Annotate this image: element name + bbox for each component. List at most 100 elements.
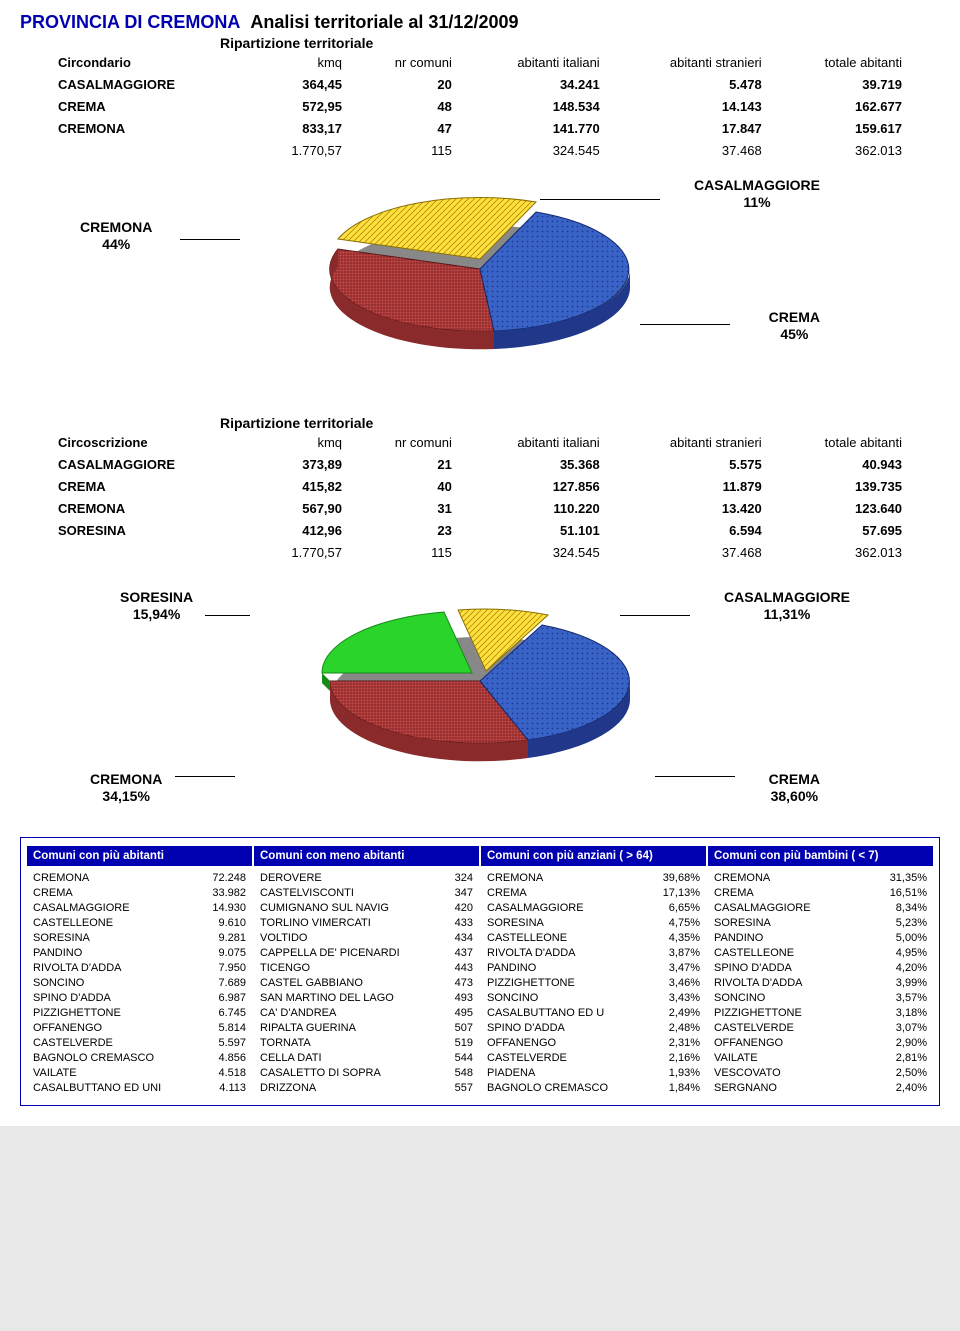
pie-chart-circoscrizione: SORESINA 15,94% CASALMAGGIORE 11,31% CRE… xyxy=(20,571,940,821)
list-item: CASTELLEONE4,35% xyxy=(481,930,706,945)
section1-heading: Ripartizione territoriale xyxy=(220,35,940,51)
list-item: PIZZIGHETTONE6.745 xyxy=(27,1005,252,1020)
list-item: CUMIGNANO SUL NAVIG420 xyxy=(254,900,479,915)
list-item: SAN MARTINO DEL LAGO493 xyxy=(254,990,479,1005)
table-row: CREMA415,8240127.85611.879139.735 xyxy=(50,475,910,497)
list-item: CAPPELLA DE' PICENARDI437 xyxy=(254,945,479,960)
list-item: CREMONA72.248 xyxy=(27,870,252,885)
list-item: RIVOLTA D'ADDA3,87% xyxy=(481,945,706,960)
list-item: SPINO D'ADDA6.987 xyxy=(27,990,252,1005)
list-item: CREMONA39,68% xyxy=(481,870,706,885)
list-item: CASALMAGGIORE6,65% xyxy=(481,900,706,915)
list-item: BAGNOLO CREMASCO4.856 xyxy=(27,1050,252,1065)
list-item: VAILATE4.518 xyxy=(27,1065,252,1080)
list-head-3: Comuni con più anziani ( > 64) xyxy=(481,846,706,866)
table-total-row: 1.770,57115324.54537.468362.013 xyxy=(50,139,910,161)
list-item: CREMA33.982 xyxy=(27,885,252,900)
table-row: SORESINA412,962351.1016.59457.695 xyxy=(50,519,910,541)
chart1-crema-label: CREMA xyxy=(769,309,820,326)
list-item: PIADENA1,93% xyxy=(481,1065,706,1080)
list-item: CELLA DATI544 xyxy=(254,1050,479,1065)
list-item: DRIZZONA557 xyxy=(254,1080,479,1095)
list-item: DEROVERE324 xyxy=(254,870,479,885)
table-total-row: 1.770,57115324.54537.468362.013 xyxy=(50,541,910,563)
list-item: CASTELVERDE3,07% xyxy=(708,1020,933,1035)
list-item: PIZZIGHETTONE3,18% xyxy=(708,1005,933,1020)
list-item: CASTELVERDE2,16% xyxy=(481,1050,706,1065)
chart2-soresina-pct: 15,94% xyxy=(120,606,193,623)
list-item: TORNATA519 xyxy=(254,1035,479,1050)
pie-chart-circondario: CREMONA 44% CASALMAGGIORE 11% CREMA 45% xyxy=(20,169,940,399)
list-item: CASALETTO DI SOPRA548 xyxy=(254,1065,479,1080)
chart1-cremona-label: CREMONA xyxy=(80,219,152,236)
list-item: SPINO D'ADDA4,20% xyxy=(708,960,933,975)
chart2-cremona-label: CREMONA xyxy=(90,771,162,788)
list-item: TICENGO443 xyxy=(254,960,479,975)
chart2-crema-pct: 38,60% xyxy=(769,788,820,805)
list-head-1: Comuni con più abitanti xyxy=(27,846,252,866)
chart2-soresina-label: SORESINA xyxy=(120,589,193,606)
list-item: PIZZIGHETTONE3,46% xyxy=(481,975,706,990)
list-item: SERGNANO2,40% xyxy=(708,1080,933,1095)
chart2-crema-label: CREMA xyxy=(769,771,820,788)
list-item: VESCOVATO2,50% xyxy=(708,1065,933,1080)
chart2-casal-label: CASALMAGGIORE xyxy=(724,589,850,606)
list-item: CREMA16,51% xyxy=(708,885,933,900)
list-item: CA' D'ANDREA495 xyxy=(254,1005,479,1020)
chart1-cremona-pct: 44% xyxy=(80,236,152,253)
list-item: SONCINO3,57% xyxy=(708,990,933,1005)
list-item: CASALBUTTANO ED U2,49% xyxy=(481,1005,706,1020)
col-tot: totale abitanti xyxy=(770,51,910,73)
table-row: CASALMAGGIORE373,892135.3685.57540.943 xyxy=(50,453,910,475)
list-item: SPINO D'ADDA2,48% xyxy=(481,1020,706,1035)
list-item: SORESINA4,75% xyxy=(481,915,706,930)
province-title: PROVINCIA DI CREMONA xyxy=(20,12,240,33)
table-row: CREMONA567,9031110.22013.420123.640 xyxy=(50,497,910,519)
list-item: BAGNOLO CREMASCO1,84% xyxy=(481,1080,706,1095)
list-item: CASTELLEONE9.610 xyxy=(27,915,252,930)
table-row: CREMA572,9548148.53414.143162.677 xyxy=(50,95,910,117)
list-item: CREMONA31,35% xyxy=(708,870,933,885)
list-item: OFFANENGO2,31% xyxy=(481,1035,706,1050)
col-stran: abitanti stranieri xyxy=(608,51,770,73)
page-subtitle: Analisi territoriale al 31/12/2009 xyxy=(250,12,518,33)
table-row: CASALMAGGIORE364,452034.2415.47839.719 xyxy=(50,73,910,95)
comuni-lists: Comuni con più abitanti CREMONA72.248CRE… xyxy=(20,837,940,1106)
chart1-casal-pct: 11% xyxy=(694,194,820,211)
list-item: VOLTIDO434 xyxy=(254,930,479,945)
table-circondario: Circondario kmq nr comuni abitanti itali… xyxy=(50,51,910,161)
list-item: SONCINO7.689 xyxy=(27,975,252,990)
chart2-casal-pct: 11,31% xyxy=(724,606,850,623)
col-comuni: nr comuni xyxy=(350,51,460,73)
section2-heading: Ripartizione territoriale xyxy=(220,415,940,431)
list-item: CASALBUTTANO ED UNI4.113 xyxy=(27,1080,252,1095)
table-circoscrizione: Circoscrizione kmq nr comuni abitanti it… xyxy=(50,431,910,563)
list-item: CASALMAGGIORE8,34% xyxy=(708,900,933,915)
row-label-header: Circondario xyxy=(50,51,250,73)
list-item: PANDINO3,47% xyxy=(481,960,706,975)
list-item: PANDINO5,00% xyxy=(708,930,933,945)
list-item: TORLINO VIMERCATI433 xyxy=(254,915,479,930)
list-item: PANDINO9.075 xyxy=(27,945,252,960)
list-item: CREMA17,13% xyxy=(481,885,706,900)
col-kmq: kmq xyxy=(250,51,350,73)
list-item: RIVOLTA D'ADDA3,99% xyxy=(708,975,933,990)
list-item: CASTELLEONE4,95% xyxy=(708,945,933,960)
list-item: OFFANENGO5.814 xyxy=(27,1020,252,1035)
list-head-2: Comuni con meno abitanti xyxy=(254,846,479,866)
table-row: CREMONA833,1747141.77017.847159.617 xyxy=(50,117,910,139)
col-ital: abitanti italiani xyxy=(460,51,608,73)
list-item: RIPALTA GUERINA507 xyxy=(254,1020,479,1035)
chart2-cremona-pct: 34,15% xyxy=(90,788,162,805)
list-item: CASTEL GABBIANO473 xyxy=(254,975,479,990)
list-item: CASTELVERDE5.597 xyxy=(27,1035,252,1050)
list-item: SONCINO3,43% xyxy=(481,990,706,1005)
list-item: CASALMAGGIORE14.930 xyxy=(27,900,252,915)
chart1-crema-pct: 45% xyxy=(769,326,820,343)
list-head-4: Comuni con più bambini ( < 7) xyxy=(708,846,933,866)
list-item: VAILATE2,81% xyxy=(708,1050,933,1065)
chart1-casal-label: CASALMAGGIORE xyxy=(694,177,820,194)
list-item: CASTELVISCONTI347 xyxy=(254,885,479,900)
list-item: SORESINA5,23% xyxy=(708,915,933,930)
row-label-header-2: Circoscrizione xyxy=(50,431,250,453)
